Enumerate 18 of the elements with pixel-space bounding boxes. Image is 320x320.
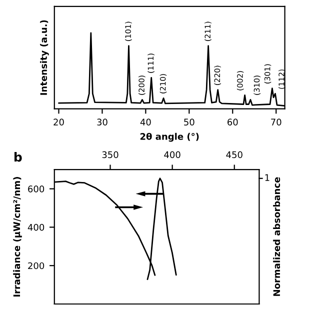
x-tick-label: 450 [226,151,242,158]
x-tick-label: 20 [54,118,64,126]
text: b [14,152,22,162]
text: 1 [265,174,270,181]
y-tick-label: 400 [28,224,44,231]
x-tick-label: 30 [97,118,108,126]
x-tick-label: 400 [164,151,180,158]
x-tick-label: 40 [140,118,151,126]
x-tick-label: 350 [102,151,118,158]
x-tick-label: 50 [184,118,194,126]
x-tick-label: 70 [271,118,282,126]
x-axis-title: 2θ angle (°) [140,132,199,142]
y2-axis-title: Normalized absorbance [273,177,280,296]
x-tick-label: 60 [228,118,238,126]
y-tick-label: 600 [28,186,44,192]
y-axis-title: Intensity (a.u.) [40,20,49,95]
y-tick-label: 200 [28,262,44,270]
y-axis-title: Irradiance (μW/cm²/nm) [13,177,22,296]
